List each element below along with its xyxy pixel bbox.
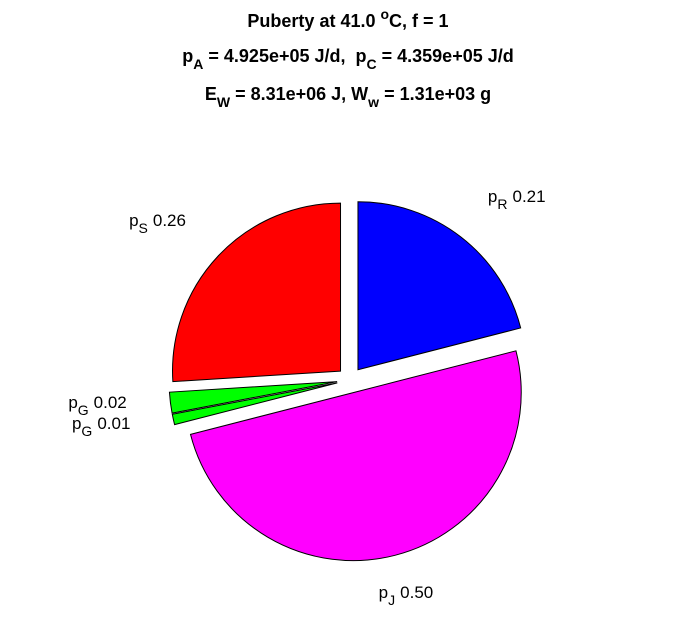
label-symbol: p <box>379 583 388 602</box>
label-value: 0.50 <box>400 583 433 602</box>
chart-title-line: EW = 8.31e+06 J, Ww = 1.31e+03 g <box>205 84 491 110</box>
pie-slice <box>172 202 342 383</box>
label-subscript: R <box>497 196 507 212</box>
title-segment: o <box>380 6 389 22</box>
pie-slice <box>171 382 338 426</box>
label-value: 0.21 <box>512 187 545 206</box>
label-value: 0.02 <box>94 393 127 412</box>
label-value: 0.01 <box>97 414 130 433</box>
title-segment: p <box>182 46 193 66</box>
label-symbol: p <box>68 393 77 412</box>
label-value: 0.26 <box>153 211 186 230</box>
label-subscript: J <box>388 592 395 608</box>
label-symbol: p <box>129 211 138 230</box>
slice-label: pG 0.01 <box>72 414 130 439</box>
title-segment: E <box>205 84 217 104</box>
title-segment: C <box>367 56 377 72</box>
title-segment: = 4.359e+05 J/d <box>377 46 514 66</box>
pie-slice <box>168 381 338 414</box>
pie-slice <box>357 201 522 371</box>
slice-label: pS 0.26 <box>129 211 186 236</box>
chart-title-line: Puberty at 41.0 oC, f = 1 <box>247 6 448 31</box>
title-segment: = 4.925e+05 J/d, p <box>203 46 366 66</box>
chart-title-line: pA = 4.925e+05 J/d, pC = 4.359e+05 J/d <box>182 46 513 72</box>
label-symbol: p <box>72 414 81 433</box>
title-segment: = 8.31e+06 J, W <box>230 84 368 104</box>
slice-label: pG 0.02 <box>68 393 126 418</box>
title-segment: C, f = 1 <box>389 11 449 31</box>
label-subscript: G <box>81 423 92 439</box>
title-segment: = 1.31e+03 g <box>379 84 491 104</box>
pie-slice <box>189 350 522 561</box>
title-segment: A <box>193 56 203 72</box>
label-subscript: G <box>78 402 89 418</box>
title-segment: w <box>367 94 379 110</box>
slice-label: pR 0.21 <box>488 187 546 212</box>
title-segment: W <box>217 94 231 110</box>
slice-label: pJ 0.50 <box>379 583 434 608</box>
label-subscript: S <box>139 220 148 236</box>
title-segment: Puberty at 41.0 <box>247 11 380 31</box>
label-symbol: p <box>488 187 497 206</box>
